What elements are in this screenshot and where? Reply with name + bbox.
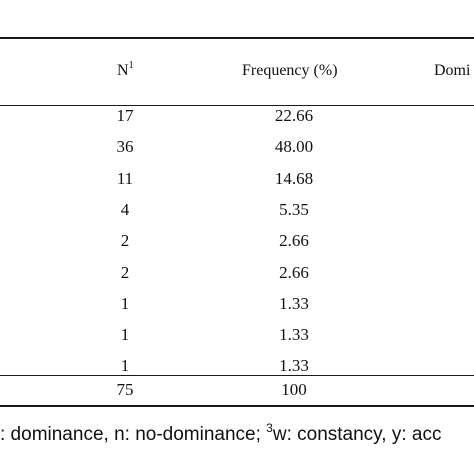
- table-cell-n: 17: [116, 106, 134, 125]
- total-n: 75: [116, 380, 134, 399]
- table-cell-frequency: 22.66: [274, 106, 314, 125]
- table-cell-n: 1: [120, 294, 130, 313]
- footnote-superscript: 3: [266, 421, 273, 435]
- table-cell-frequency: 1.33: [279, 294, 309, 313]
- table-cell-n: 11: [116, 169, 134, 188]
- table-top-rule: [0, 37, 474, 39]
- table-cell-n: 2: [120, 263, 130, 282]
- footnote-text-2: w: constancy, y: acc: [272, 424, 442, 445]
- table-cell-frequency: 2.66: [279, 231, 309, 250]
- table-cell-n: 36: [116, 137, 134, 156]
- table-cell-n: 1: [120, 356, 130, 375]
- header-dominance: Domi: [434, 62, 471, 79]
- table-cell-frequency: 1.33: [279, 356, 309, 375]
- table-cell-n: 2: [120, 231, 130, 250]
- table-header-rule: [0, 105, 474, 107]
- total-frequency: 100: [281, 380, 307, 399]
- table-bottom-rule: [0, 405, 474, 407]
- table-cell-frequency: 1.33: [279, 325, 309, 344]
- table-cell-frequency: 14.68: [274, 169, 314, 188]
- table-total-rule: [0, 375, 474, 377]
- header-n: N1: [117, 61, 134, 81]
- table-cell-n: 4: [120, 200, 130, 219]
- header-n-superscript: 1: [128, 60, 134, 71]
- footnote: : dominance, n: no-dominance; 3w: consta…: [0, 421, 442, 447]
- header-n-label: N: [117, 62, 129, 79]
- table-cell-n: 1: [120, 325, 130, 344]
- table-cell-frequency: 5.35: [279, 200, 309, 219]
- header-frequency: Frequency (%): [242, 62, 338, 79]
- table-cell-frequency: 48.00: [274, 137, 314, 156]
- footnote-text-1: : dominance, n: no-dominance;: [0, 424, 267, 445]
- table-cell-frequency: 2.66: [279, 263, 309, 282]
